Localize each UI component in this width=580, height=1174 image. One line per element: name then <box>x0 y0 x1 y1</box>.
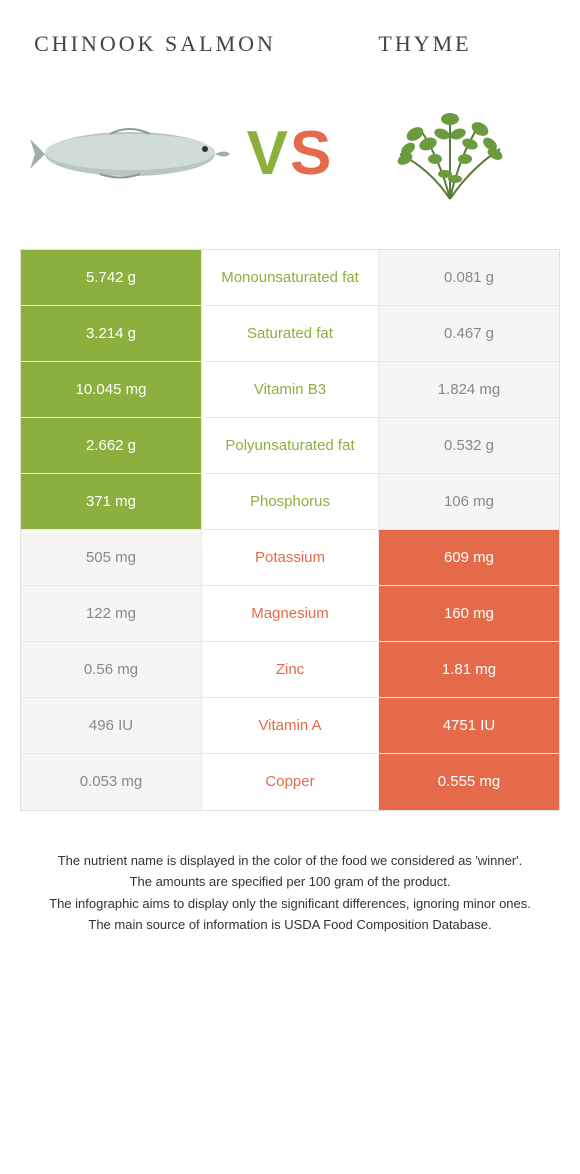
nutrient-label-cell: Phosphorus <box>201 474 379 529</box>
footer-line-4: The main source of information is USDA F… <box>30 915 550 935</box>
right-value-cell: 609 mg <box>379 530 559 585</box>
table-row: 496 IUVitamin A4751 IU <box>21 698 559 754</box>
vs-label: VS <box>247 118 334 189</box>
footer-line-1: The nutrient name is displayed in the co… <box>30 851 550 871</box>
nutrient-label-cell: Monounsaturated fat <box>201 250 379 305</box>
left-value-cell: 505 mg <box>21 530 201 585</box>
table-row: 10.045 mgVitamin B31.824 mg <box>21 362 559 418</box>
nutrient-label-cell: Saturated fat <box>201 306 379 361</box>
header: CHINOOK SALMON THYME <box>0 0 580 79</box>
right-value-cell: 0.467 g <box>379 306 559 361</box>
left-value-cell: 0.053 mg <box>21 754 201 810</box>
left-value-cell: 5.742 g <box>21 250 201 305</box>
table-row: 0.053 mgCopper0.555 mg <box>21 754 559 810</box>
left-value-cell: 122 mg <box>21 586 201 641</box>
left-value-cell: 3.214 g <box>21 306 201 361</box>
nutrient-label-cell: Vitamin B3 <box>201 362 379 417</box>
right-value-cell: 1.824 mg <box>379 362 559 417</box>
right-value-cell: 160 mg <box>379 586 559 641</box>
vs-s: S <box>290 119 333 188</box>
footer-line-2: The amounts are specified per 100 gram o… <box>30 872 550 892</box>
nutrient-label-cell: Zinc <box>201 642 379 697</box>
table-row: 5.742 gMonounsaturated fat0.081 g <box>21 250 559 306</box>
left-value-cell: 0.56 mg <box>21 642 201 697</box>
nutrient-label-cell: Potassium <box>201 530 379 585</box>
nutrient-label-cell: Vitamin A <box>201 698 379 753</box>
nutrient-table: 5.742 gMonounsaturated fat0.081 g3.214 g… <box>20 249 560 811</box>
nutrient-label-cell: Polyunsaturated fat <box>201 418 379 473</box>
right-value-cell: 1.81 mg <box>379 642 559 697</box>
right-value-cell: 106 mg <box>379 474 559 529</box>
right-food-title: THYME <box>304 30 547 59</box>
table-row: 0.56 mgZinc1.81 mg <box>21 642 559 698</box>
table-row: 122 mgMagnesium160 mg <box>21 586 559 642</box>
right-value-cell: 0.081 g <box>379 250 559 305</box>
images-row: VS <box>0 79 580 249</box>
right-value-cell: 0.532 g <box>379 418 559 473</box>
left-value-cell: 10.045 mg <box>21 362 201 417</box>
nutrient-label-cell: Magnesium <box>201 586 379 641</box>
table-row: 371 mgPhosphorus106 mg <box>21 474 559 530</box>
left-value-cell: 371 mg <box>21 474 201 529</box>
table-row: 3.214 gSaturated fat0.467 g <box>21 306 559 362</box>
footer-line-3: The infographic aims to display only the… <box>30 894 550 914</box>
table-row: 505 mgPotassium609 mg <box>21 530 559 586</box>
salmon-image <box>30 99 230 209</box>
left-value-cell: 496 IU <box>21 698 201 753</box>
right-value-cell: 0.555 mg <box>379 754 559 810</box>
thyme-image <box>350 99 550 209</box>
right-value-cell: 4751 IU <box>379 698 559 753</box>
footer-notes: The nutrient name is displayed in the co… <box>30 851 550 935</box>
nutrient-label-cell: Copper <box>201 754 379 810</box>
left-value-cell: 2.662 g <box>21 418 201 473</box>
vs-v: V <box>247 119 290 188</box>
left-food-title: CHINOOK SALMON <box>34 30 277 59</box>
table-row: 2.662 gPolyunsaturated fat0.532 g <box>21 418 559 474</box>
